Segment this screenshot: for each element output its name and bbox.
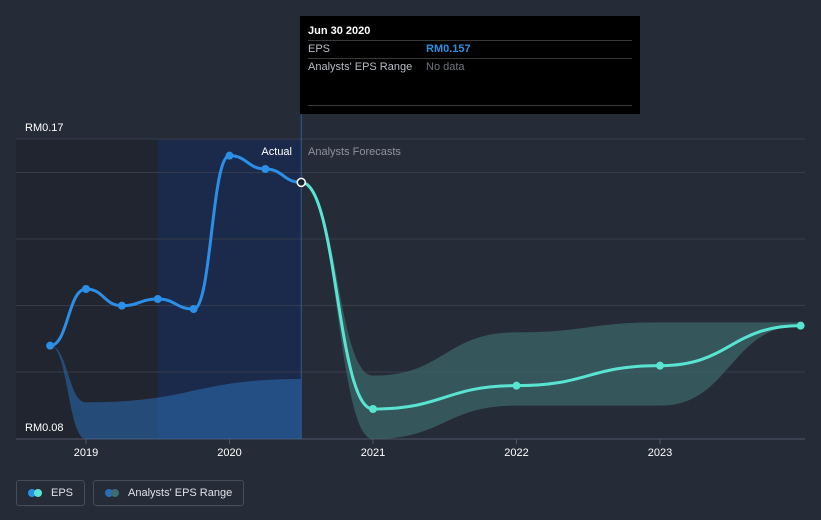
- forecast-label: Analysts Forecasts: [308, 146, 401, 158]
- y-axis-label-bottom: RM0.08: [25, 422, 64, 434]
- tooltip-divider: [308, 105, 632, 106]
- eps-actual-point[interactable]: [117, 301, 126, 310]
- range-actual-area: [50, 345, 302, 439]
- eps-actual-point[interactable]: [189, 305, 198, 313]
- eps-actual-point[interactable]: [261, 165, 270, 173]
- eps-forecast-line: [300, 180, 801, 411]
- tooltip-range-value: No data: [426, 61, 465, 73]
- legend-range[interactable]: Analysts' EPS Range: [93, 480, 245, 506]
- x-axis-ticks: 2019 2020 2021 2022 2023: [74, 439, 672, 459]
- tooltip-eps-label: EPS: [308, 43, 331, 55]
- eps-forecast-point[interactable]: [656, 361, 664, 370]
- tooltip-range-row: Analysts' EPS Range No data: [308, 58, 632, 76]
- eps-actual-point[interactable]: [82, 285, 90, 293]
- actual-label: Actual: [261, 146, 292, 158]
- eps-actual-point[interactable]: [296, 177, 306, 188]
- eps-actual-point[interactable]: [153, 295, 162, 303]
- eps-forecast-point[interactable]: [369, 405, 377, 413]
- tooltip-range-label: Analysts' EPS Range: [308, 61, 413, 73]
- eps-actual-point[interactable]: [46, 341, 55, 350]
- x-tick-label: 2022: [504, 447, 528, 459]
- x-tick-label: 2021: [361, 447, 385, 459]
- x-tick-label: 2023: [648, 447, 672, 459]
- range-forecast-area: [301, 182, 801, 440]
- tooltip-date: Jun 30 2020: [308, 25, 371, 37]
- eps-forecast-point[interactable]: [796, 321, 805, 330]
- legend-range-label: Analysts' EPS Range: [128, 487, 233, 499]
- tooltip-eps-row: EPS RM0.157: [308, 40, 632, 58]
- range-legend-icon: [105, 489, 121, 497]
- legend-eps-label: EPS: [51, 487, 74, 499]
- y-axis-label-top: RM0.17: [25, 122, 64, 134]
- eps-actual-point[interactable]: [225, 151, 234, 160]
- legend: EPS Analysts' EPS Range: [16, 480, 245, 506]
- tooltip: Jun 30 2020 EPS RM0.157 Analysts' EPS Ra…: [300, 16, 640, 114]
- legend-eps[interactable]: EPS: [16, 480, 86, 506]
- eps-legend-icon: [28, 489, 44, 497]
- tooltip-eps-value: RM0.157: [426, 43, 471, 55]
- eps-forecast-point[interactable]: [512, 381, 521, 390]
- eps-points: [46, 151, 805, 413]
- x-tick-label: 2020: [217, 447, 241, 459]
- x-tick-label: 2019: [74, 447, 98, 459]
